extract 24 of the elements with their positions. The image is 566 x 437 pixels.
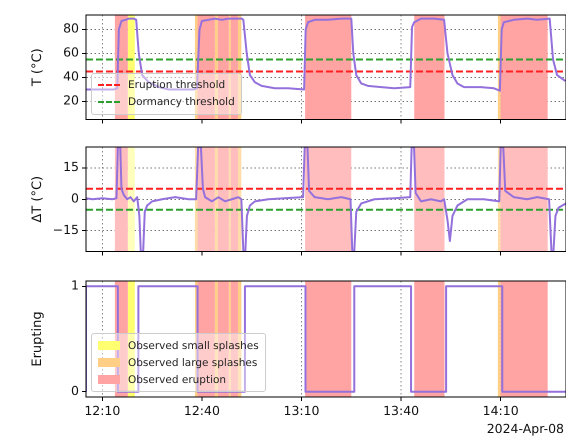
y-tick-label: 40	[63, 68, 80, 84]
y-tick-label: 80	[63, 20, 80, 36]
x-tick-label: 14:10	[482, 402, 519, 418]
y-axis-title: ΔT (°C)	[30, 176, 46, 223]
legend: Observed small splashes Observed large splashes Observed eruption	[91, 333, 266, 392]
x-tick-label: 12:40	[184, 402, 220, 418]
x-tick-label: 12:10	[84, 402, 120, 418]
y-tick-label: −15	[52, 222, 79, 237]
y-tick-label: 60	[63, 44, 80, 60]
y-tick-label: 20	[63, 92, 80, 108]
y-axis-title: Erupting	[30, 311, 46, 367]
y-axis-title: T (°C)	[30, 48, 46, 88]
text: 2024-Apr-08	[486, 421, 564, 436]
y-tick-label: 0	[71, 190, 80, 206]
legend-label: Eruption threshold	[128, 79, 226, 91]
band-label: Observed large splashes	[128, 356, 258, 368]
legend-label: Dormancy threshold	[128, 96, 235, 108]
x-tick-label: 13:40	[383, 402, 420, 418]
band-label: Observed small splashes	[128, 340, 259, 352]
y-tick-label: 1	[71, 278, 79, 293]
band-label: Observed eruption	[128, 374, 226, 386]
x-tick-label: 13:10	[283, 402, 320, 418]
y-tick-label: 0	[71, 382, 80, 398]
y-tick-label: 15	[63, 159, 79, 174]
